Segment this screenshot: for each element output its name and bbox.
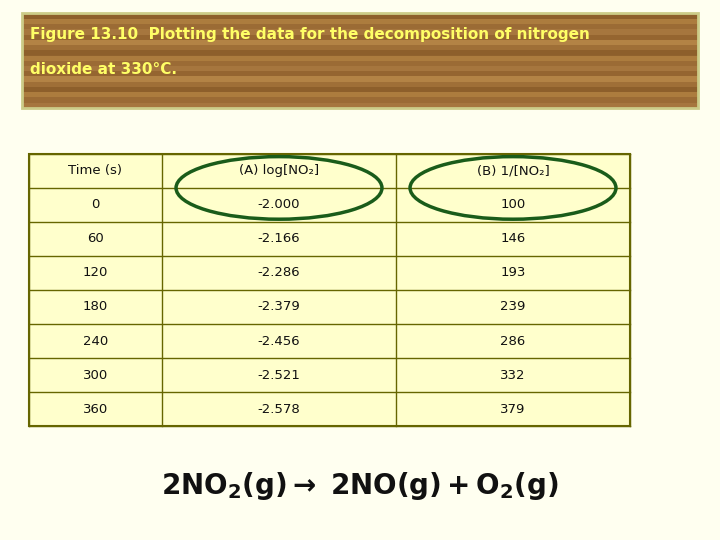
Bar <box>22 87 698 92</box>
Text: 120: 120 <box>83 266 108 280</box>
Bar <box>22 71 698 77</box>
Text: (A) log[NO₂]: (A) log[NO₂] <box>239 164 319 178</box>
Bar <box>22 60 698 66</box>
Text: -2.286: -2.286 <box>258 266 300 280</box>
Text: 180: 180 <box>83 300 108 314</box>
Text: -2.578: -2.578 <box>258 402 300 416</box>
Bar <box>22 40 698 45</box>
Bar <box>29 154 630 426</box>
Bar <box>22 14 698 108</box>
Text: 146: 146 <box>500 232 526 246</box>
Bar <box>22 82 698 87</box>
Text: 360: 360 <box>83 402 108 416</box>
Text: 100: 100 <box>500 198 526 212</box>
Text: 300: 300 <box>83 368 108 382</box>
Text: Time (s): Time (s) <box>68 164 122 178</box>
Bar <box>22 14 698 19</box>
Bar <box>22 77 698 82</box>
Bar <box>22 45 698 50</box>
Text: 332: 332 <box>500 368 526 382</box>
Text: -2.379: -2.379 <box>258 300 300 314</box>
Bar <box>22 50 698 56</box>
Text: 60: 60 <box>87 232 104 246</box>
Text: (B) 1/[NO₂]: (B) 1/[NO₂] <box>477 164 549 178</box>
Text: 286: 286 <box>500 334 526 348</box>
Text: $\mathbf{2NO_2(g) \rightarrow \ 2NO(g) + O_2(g)}$: $\mathbf{2NO_2(g) \rightarrow \ 2NO(g) +… <box>161 470 559 502</box>
Text: Figure 13.10  Plotting the data for the decomposition of nitrogen: Figure 13.10 Plotting the data for the d… <box>30 27 590 42</box>
Text: dioxide at 330°C.: dioxide at 330°C. <box>30 62 177 77</box>
Bar <box>22 103 698 108</box>
Bar <box>22 19 698 24</box>
Bar <box>22 98 698 103</box>
Text: 239: 239 <box>500 300 526 314</box>
Text: -2.456: -2.456 <box>258 334 300 348</box>
Text: -2.521: -2.521 <box>258 368 300 382</box>
Bar <box>22 14 698 108</box>
Bar <box>22 56 698 60</box>
Bar <box>22 24 698 29</box>
Text: 193: 193 <box>500 266 526 280</box>
Bar <box>22 35 698 40</box>
Text: 379: 379 <box>500 402 526 416</box>
Bar <box>22 92 698 98</box>
Text: 240: 240 <box>83 334 108 348</box>
Text: -2.166: -2.166 <box>258 232 300 246</box>
Text: -2.000: -2.000 <box>258 198 300 212</box>
Bar <box>22 29 698 35</box>
Text: 0: 0 <box>91 198 99 212</box>
Bar <box>22 66 698 71</box>
